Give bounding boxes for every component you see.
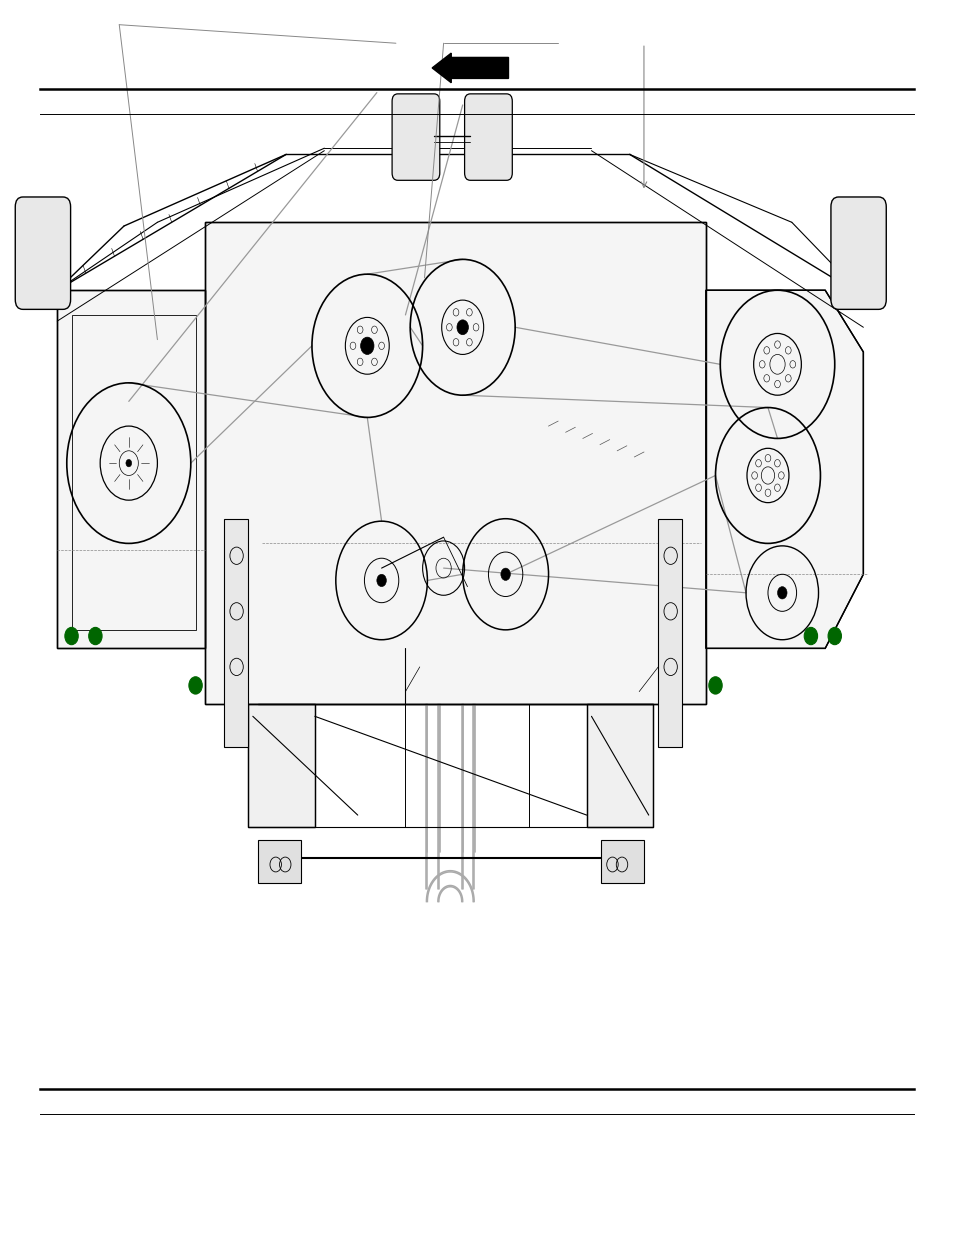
Circle shape xyxy=(89,627,102,645)
Circle shape xyxy=(777,587,786,599)
FancyBboxPatch shape xyxy=(830,198,885,310)
FancyBboxPatch shape xyxy=(464,94,512,180)
Bar xyxy=(224,519,248,747)
Bar xyxy=(248,704,314,827)
Bar xyxy=(586,704,653,827)
Bar xyxy=(57,290,205,648)
FancyBboxPatch shape xyxy=(15,198,71,310)
Circle shape xyxy=(189,677,202,694)
Polygon shape xyxy=(705,290,862,648)
Bar xyxy=(658,519,681,747)
FancyBboxPatch shape xyxy=(392,94,439,180)
Circle shape xyxy=(827,627,841,645)
Circle shape xyxy=(456,320,468,335)
Circle shape xyxy=(65,627,78,645)
Bar xyxy=(205,222,705,704)
Bar xyxy=(205,222,705,704)
Bar xyxy=(586,704,653,827)
Circle shape xyxy=(803,627,817,645)
Circle shape xyxy=(126,459,132,467)
Circle shape xyxy=(360,337,374,354)
Circle shape xyxy=(376,574,386,587)
Bar xyxy=(600,840,643,883)
Bar xyxy=(257,840,300,883)
Bar xyxy=(248,704,314,827)
Circle shape xyxy=(708,677,721,694)
Bar xyxy=(57,290,205,648)
FancyArrow shape xyxy=(432,53,508,83)
Circle shape xyxy=(500,568,510,580)
Bar xyxy=(71,315,195,630)
